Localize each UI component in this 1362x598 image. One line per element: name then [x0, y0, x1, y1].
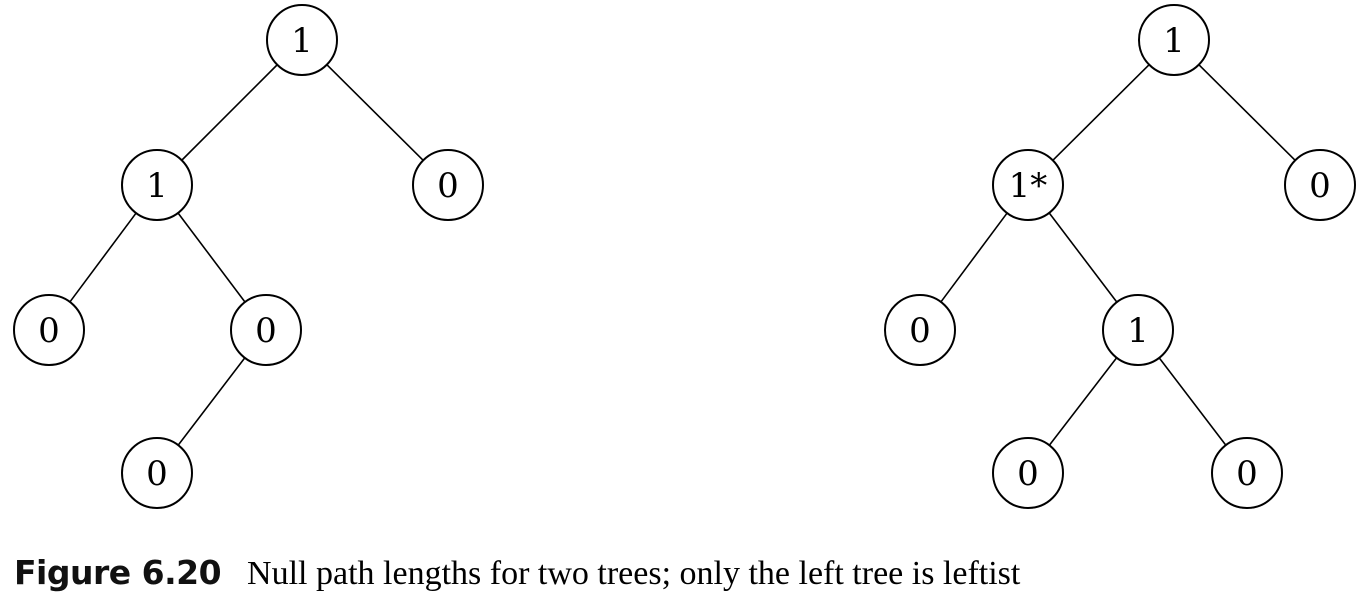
node-circle	[1284, 149, 1356, 221]
node-circle	[1138, 4, 1210, 76]
node-circle	[13, 294, 85, 366]
tree-edge	[177, 357, 246, 446]
figure-number: Figure 6.20	[14, 553, 222, 592]
tree-node: 0	[121, 437, 193, 509]
tree-node: 0	[412, 149, 484, 221]
left-tree: 1 1 0 0 0 0	[13, 4, 484, 509]
node-label: 0	[437, 166, 459, 206]
tree-node: 1	[121, 149, 193, 221]
diagram: 1 1 0 0 0 0 1 1* 0 0 1 0 0	[13, 4, 1356, 509]
tree-edge	[1198, 64, 1296, 161]
node-label: 0	[38, 311, 60, 351]
tree-edge	[1048, 212, 1118, 303]
tree-edge	[177, 212, 246, 303]
tree-edge	[1052, 64, 1150, 161]
node-label: 0	[1309, 166, 1331, 206]
tree-node: 1	[266, 4, 338, 76]
figure-caption: Figure 6.20 Null path lengths for two tre…	[14, 551, 1020, 596]
node-label: 1	[1127, 311, 1149, 351]
node-circle	[884, 294, 956, 366]
tree-edge	[1158, 357, 1227, 446]
tree-node: 0	[230, 294, 302, 366]
node-circle	[121, 149, 193, 221]
node-circle	[412, 149, 484, 221]
node-circle	[992, 437, 1064, 509]
node-label: 0	[909, 311, 931, 351]
node-circle	[266, 4, 338, 76]
node-label: 0	[1017, 454, 1039, 494]
node-label: 1*	[1009, 166, 1048, 206]
node-circle	[121, 437, 193, 509]
node-circle	[230, 294, 302, 366]
tree-node: 0	[1211, 437, 1283, 509]
tree-node: 1*	[992, 149, 1064, 221]
right-tree: 1 1* 0 0 1 0 0	[884, 4, 1356, 509]
node-label: 1	[291, 21, 313, 61]
tree-edge	[1048, 357, 1118, 446]
tree-node: 0	[13, 294, 85, 366]
tree-edge	[940, 212, 1008, 303]
node-circle	[992, 149, 1064, 221]
node-label: 1	[146, 166, 168, 206]
tree-edge	[69, 212, 137, 303]
tree-node: 1	[1102, 294, 1174, 366]
tree-node: 1	[1138, 4, 1210, 76]
node-circle	[1211, 437, 1283, 509]
tree-edge	[181, 64, 278, 161]
tree-node: 0	[992, 437, 1064, 509]
node-circle	[1102, 294, 1174, 366]
node-label: 0	[146, 454, 168, 494]
tree-edge	[326, 64, 424, 161]
figure-caption-text: Null path lengths for two trees; only th…	[247, 555, 1021, 592]
tree-node: 0	[884, 294, 956, 366]
tree-node: 0	[1284, 149, 1356, 221]
node-label: 0	[255, 311, 277, 351]
node-label: 0	[1236, 454, 1258, 494]
node-label: 1	[1163, 21, 1185, 61]
